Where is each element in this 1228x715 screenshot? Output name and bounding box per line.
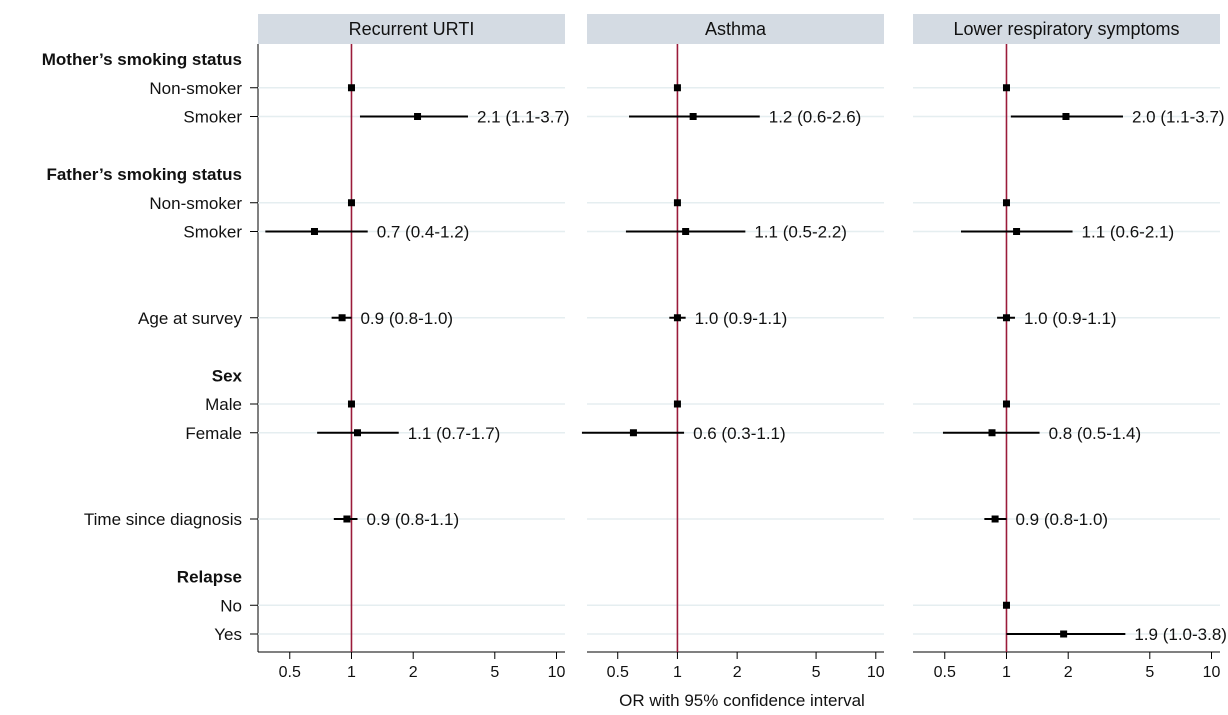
point-estimate-marker — [991, 515, 999, 523]
estimate-label: 0.9 (0.8-1.0) — [360, 309, 453, 328]
x-tick-label: 2 — [1064, 664, 1073, 681]
estimate-label: 2.0 (1.1-3.7) — [1132, 108, 1225, 127]
estimate-label: 1.1 (0.7-1.7) — [408, 424, 501, 443]
estimate-label: 0.7 (0.4-1.2) — [377, 223, 470, 242]
point-estimate-marker — [1002, 314, 1010, 322]
x-tick-label: 5 — [812, 664, 821, 681]
row-label: Time since diagnosis — [84, 510, 242, 529]
row-label: Male — [205, 395, 242, 414]
estimate-label: 2.1 (1.1-3.7) — [477, 108, 570, 127]
x-tick-label: 10 — [867, 664, 885, 681]
estimate-label: 0.8 (0.5-1.4) — [1049, 424, 1142, 443]
x-tick-label: 2 — [409, 664, 418, 681]
row-label: Age at survey — [138, 309, 242, 328]
x-axis-title: OR with 95% confidence interval — [619, 691, 865, 710]
panel-header-strip — [587, 14, 884, 44]
point-estimate-marker — [347, 199, 355, 207]
point-estimate-marker — [689, 113, 697, 120]
panel-header-strip — [913, 14, 1220, 44]
point-estimate-marker — [310, 228, 318, 235]
point-estimate-marker — [1002, 199, 1010, 207]
point-estimate-marker — [347, 84, 355, 92]
estimate-label: 0.9 (0.8-1.1) — [367, 510, 460, 529]
x-tick-label: 10 — [1203, 664, 1221, 681]
point-estimate-marker — [682, 228, 690, 235]
estimate-label: 1.9 (1.0-3.8) — [1134, 625, 1227, 644]
point-estimate-marker — [338, 314, 346, 322]
estimate-label: 0.6 (0.3-1.1) — [693, 424, 786, 443]
row-group-header: Sex — [212, 366, 243, 385]
x-tick-label: 1 — [673, 664, 682, 681]
x-tick-label: 5 — [490, 664, 499, 681]
row-label: No — [220, 596, 242, 615]
point-estimate-marker — [1013, 228, 1021, 235]
point-estimate-marker — [343, 515, 351, 523]
point-estimate-marker — [629, 429, 637, 437]
point-estimate-marker — [1002, 84, 1010, 92]
row-label: Yes — [214, 625, 242, 644]
point-estimate-marker — [414, 113, 422, 120]
x-tick-label: 0.5 — [607, 664, 629, 681]
point-estimate-marker — [673, 84, 681, 92]
estimate-label: 1.1 (0.6-2.1) — [1082, 223, 1175, 242]
row-label: Smoker — [183, 223, 242, 242]
row-group-header: Mother’s smoking status — [42, 50, 242, 69]
point-estimate-marker — [988, 429, 996, 437]
point-estimate-marker — [1062, 113, 1070, 120]
panel-title: Lower respiratory symptoms — [953, 19, 1179, 39]
x-tick-label: 2 — [733, 664, 742, 681]
point-estimate-marker — [673, 314, 681, 322]
row-label: Non-smoker — [149, 194, 242, 213]
row-label: Non-smoker — [149, 79, 242, 98]
row-group-header: Father’s smoking status — [46, 165, 242, 184]
panel-title: Asthma — [705, 19, 767, 39]
point-estimate-marker — [1002, 601, 1010, 609]
point-estimate-marker — [1060, 630, 1068, 638]
panel-title: Recurrent URTI — [349, 19, 475, 39]
point-estimate-marker — [1002, 400, 1010, 408]
x-tick-label: 1 — [347, 664, 356, 681]
point-estimate-marker — [673, 199, 681, 207]
point-estimate-marker — [347, 400, 355, 408]
point-estimate-marker — [354, 429, 362, 437]
x-tick-label: 10 — [548, 664, 566, 681]
x-tick-label: 5 — [1145, 664, 1154, 681]
row-group-header: Relapse — [177, 568, 242, 587]
row-label: Female — [185, 424, 242, 443]
x-tick-label: 1 — [1002, 664, 1011, 681]
row-label: Smoker — [183, 108, 242, 127]
point-estimate-marker — [673, 400, 681, 408]
estimate-label: 1.1 (0.5-2.2) — [754, 223, 847, 242]
estimate-label: 1.2 (0.6-2.6) — [769, 108, 862, 127]
x-tick-label: 0.5 — [279, 664, 301, 681]
x-tick-label: 0.5 — [934, 664, 956, 681]
estimate-label: 1.0 (0.9-1.1) — [695, 309, 788, 328]
panel-header-strip — [258, 14, 565, 44]
estimate-label: 1.0 (0.9-1.1) — [1024, 309, 1117, 328]
estimate-label: 0.9 (0.8-1.0) — [1015, 510, 1108, 529]
